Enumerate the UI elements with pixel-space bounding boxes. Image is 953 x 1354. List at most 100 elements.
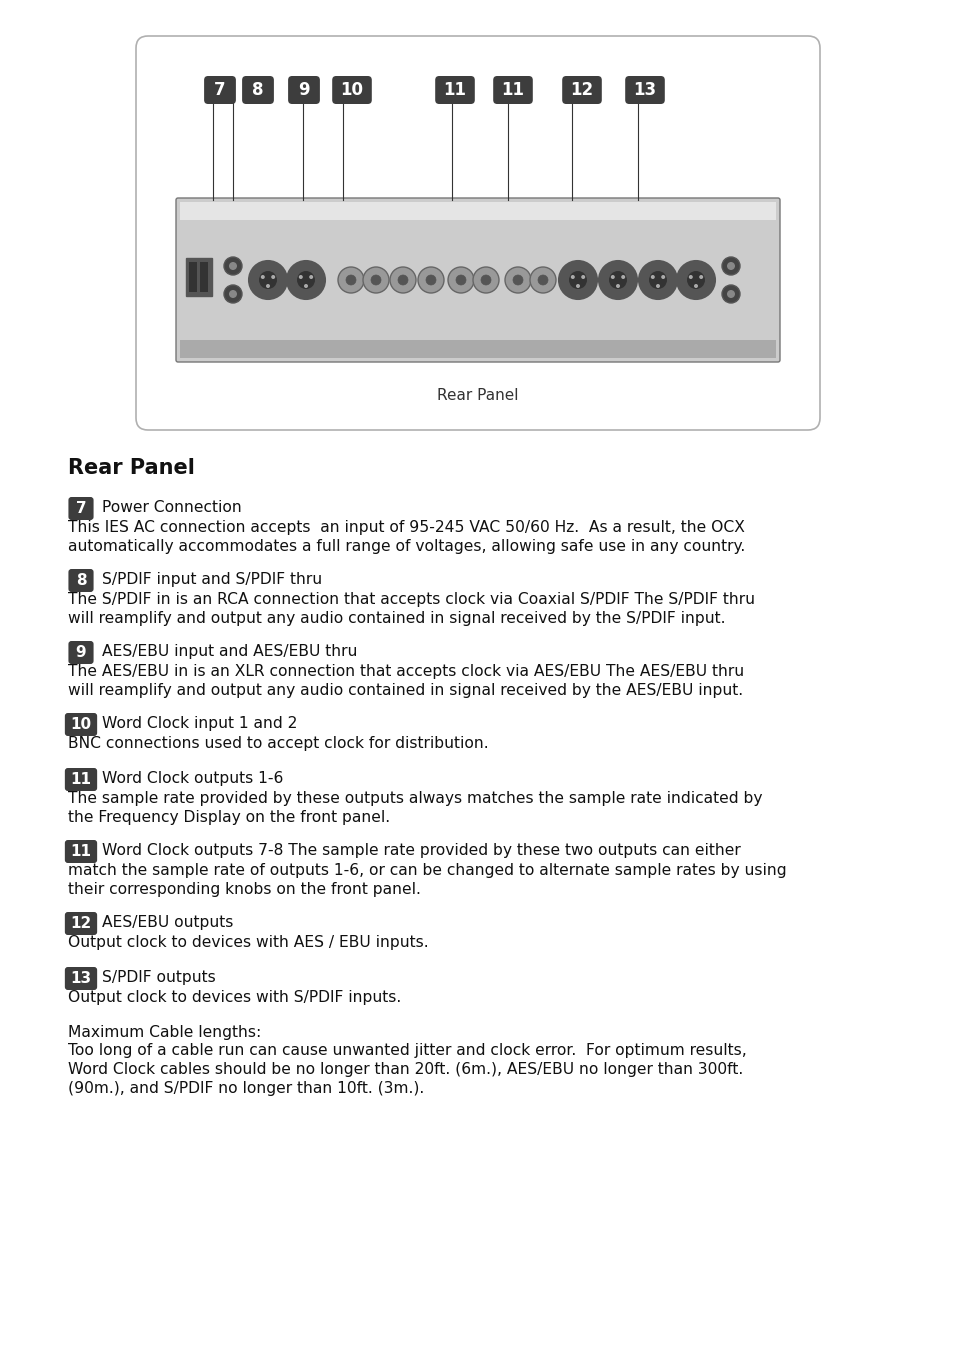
Circle shape	[513, 275, 522, 284]
Circle shape	[480, 275, 491, 284]
Text: 13: 13	[71, 971, 91, 986]
FancyBboxPatch shape	[288, 76, 319, 104]
Text: The AES/EBU in is an XLR connection that accepts clock via AES/EBU The AES/EBU t: The AES/EBU in is an XLR connection that…	[68, 663, 743, 699]
Text: Rear Panel: Rear Panel	[68, 458, 194, 478]
FancyBboxPatch shape	[561, 76, 601, 104]
Text: AES/EBU input and AES/EBU thru: AES/EBU input and AES/EBU thru	[102, 645, 357, 659]
Text: 13: 13	[633, 81, 656, 99]
FancyBboxPatch shape	[65, 768, 97, 791]
Text: The S/PDIF in is an RCA connection that accepts clock via Coaxial S/PDIF The S/P: The S/PDIF in is an RCA connection that …	[68, 592, 754, 626]
Bar	[189, 263, 196, 292]
Circle shape	[224, 284, 242, 303]
Text: Word Clock outputs 1-6: Word Clock outputs 1-6	[102, 770, 283, 787]
Circle shape	[304, 284, 308, 288]
Text: S/PDIF outputs: S/PDIF outputs	[102, 969, 215, 984]
FancyBboxPatch shape	[69, 640, 93, 663]
Circle shape	[296, 271, 314, 288]
Circle shape	[721, 257, 740, 275]
Text: Rear Panel: Rear Panel	[436, 389, 518, 403]
Text: 11: 11	[71, 844, 91, 858]
Text: 11: 11	[501, 81, 524, 99]
Text: 9: 9	[75, 645, 86, 659]
Text: 10: 10	[340, 81, 363, 99]
FancyBboxPatch shape	[65, 967, 97, 990]
Circle shape	[686, 271, 704, 288]
FancyBboxPatch shape	[65, 839, 97, 862]
Circle shape	[576, 284, 579, 288]
Circle shape	[726, 290, 734, 298]
FancyBboxPatch shape	[69, 497, 93, 520]
FancyBboxPatch shape	[332, 76, 372, 104]
Text: S/PDIF input and S/PDIF thru: S/PDIF input and S/PDIF thru	[102, 571, 322, 588]
Circle shape	[426, 275, 436, 284]
Bar	[180, 202, 775, 219]
Circle shape	[693, 284, 698, 288]
Circle shape	[568, 271, 586, 288]
FancyBboxPatch shape	[435, 76, 475, 104]
Text: AES/EBU outputs: AES/EBU outputs	[102, 915, 233, 930]
Circle shape	[456, 275, 465, 284]
Circle shape	[371, 275, 380, 284]
Circle shape	[473, 267, 498, 292]
Text: match the sample rate of outputs 1-6, or can be changed to alternate sample rate: match the sample rate of outputs 1-6, or…	[68, 862, 786, 898]
FancyBboxPatch shape	[624, 76, 664, 104]
Circle shape	[648, 271, 666, 288]
Circle shape	[363, 267, 389, 292]
Circle shape	[390, 267, 416, 292]
Circle shape	[610, 275, 614, 279]
Text: 11: 11	[443, 81, 466, 99]
Circle shape	[397, 275, 408, 284]
Circle shape	[530, 267, 556, 292]
Circle shape	[260, 275, 265, 279]
Circle shape	[346, 275, 355, 284]
Circle shape	[337, 267, 364, 292]
FancyBboxPatch shape	[65, 913, 97, 936]
Text: 12: 12	[71, 917, 91, 932]
Text: 12: 12	[570, 81, 593, 99]
FancyBboxPatch shape	[204, 76, 235, 104]
Text: Word Clock input 1 and 2: Word Clock input 1 and 2	[102, 716, 297, 731]
Bar	[180, 340, 775, 357]
Circle shape	[616, 284, 619, 288]
Circle shape	[656, 284, 659, 288]
Circle shape	[699, 275, 702, 279]
Circle shape	[677, 261, 714, 299]
Circle shape	[570, 275, 575, 279]
Text: 7: 7	[214, 81, 226, 99]
Text: Power Connection: Power Connection	[102, 500, 241, 515]
Circle shape	[287, 261, 325, 299]
Circle shape	[504, 267, 531, 292]
Bar	[186, 259, 212, 297]
Circle shape	[608, 271, 626, 288]
FancyBboxPatch shape	[136, 37, 820, 431]
Circle shape	[249, 261, 287, 299]
Circle shape	[417, 267, 443, 292]
Circle shape	[721, 284, 740, 303]
Text: 7: 7	[75, 501, 86, 516]
Text: 8: 8	[252, 81, 263, 99]
Text: This IES AC connection accepts  an input of 95-245 VAC 50/60 Hz.  As a result, t: This IES AC connection accepts an input …	[68, 520, 744, 554]
Circle shape	[224, 257, 242, 275]
Circle shape	[266, 284, 270, 288]
Text: Maximum Cable lengths:: Maximum Cable lengths:	[68, 1025, 261, 1040]
Text: Output clock to devices with S/PDIF inputs.: Output clock to devices with S/PDIF inpu…	[68, 990, 401, 1005]
Circle shape	[229, 290, 236, 298]
Text: The sample rate provided by these outputs always matches the sample rate indicat: The sample rate provided by these output…	[68, 791, 761, 825]
Text: 9: 9	[298, 81, 310, 99]
Circle shape	[620, 275, 624, 279]
Circle shape	[558, 261, 597, 299]
Text: Too long of a cable run can cause unwanted jitter and clock error.  For optimum : Too long of a cable run can cause unwant…	[68, 1043, 746, 1097]
Circle shape	[726, 263, 734, 269]
Circle shape	[309, 275, 313, 279]
FancyBboxPatch shape	[65, 714, 97, 737]
Circle shape	[688, 275, 692, 279]
Circle shape	[660, 275, 664, 279]
FancyBboxPatch shape	[493, 76, 532, 104]
FancyBboxPatch shape	[69, 569, 93, 592]
Text: 11: 11	[71, 772, 91, 787]
Circle shape	[229, 263, 236, 269]
Circle shape	[580, 275, 584, 279]
Circle shape	[271, 275, 274, 279]
Text: 10: 10	[71, 718, 91, 733]
Circle shape	[537, 275, 547, 284]
